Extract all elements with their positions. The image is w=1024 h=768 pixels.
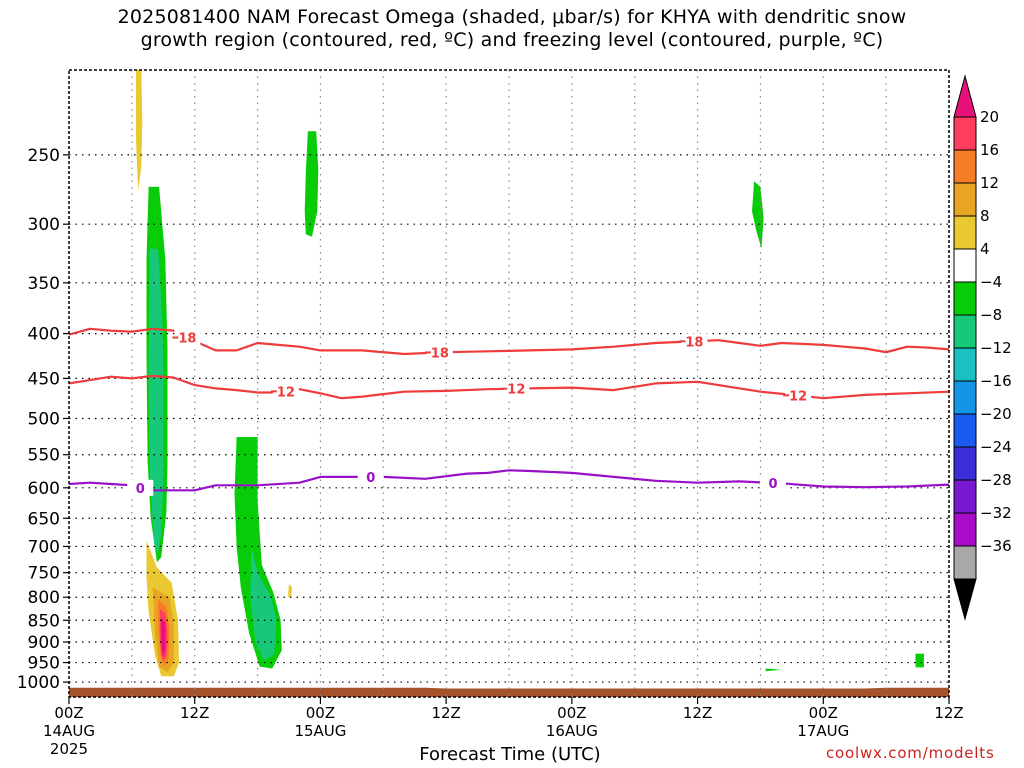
x-tick-label: 12Z xyxy=(934,704,963,722)
contour-label-bg xyxy=(174,329,201,346)
colorbar-box xyxy=(953,545,977,580)
colorbar-bottom-arrow xyxy=(953,578,977,621)
x-tick-date: 14AUG xyxy=(43,722,95,740)
x-tick-label: 00Z xyxy=(306,704,335,722)
x-axis-label: Forecast Time (UTC) xyxy=(419,744,601,765)
contour-label: 12 xyxy=(277,385,295,400)
x-tick-label: 12Z xyxy=(683,704,712,722)
colorbar-box xyxy=(953,116,977,151)
colorbar-label: 4 xyxy=(980,240,990,258)
contour-line xyxy=(69,327,949,356)
colorbar-label: −8 xyxy=(980,306,1002,324)
y-tick-label: 850 xyxy=(28,611,60,631)
colorbar-box xyxy=(953,512,977,547)
x-tick-date: 17AUG xyxy=(797,722,849,740)
colorbar-label: −32 xyxy=(980,504,1012,522)
x-tick-label: 12Z xyxy=(431,704,460,722)
y-tick-label: 250 xyxy=(28,146,60,166)
contour-label: 12 xyxy=(507,383,525,398)
contour-label: 18 xyxy=(431,346,449,361)
y-tick-label: 300 xyxy=(28,215,60,235)
y-tick-label: 1000 xyxy=(17,673,60,693)
colorbar-label: −4 xyxy=(980,273,1002,291)
x-tick-date: 16AUG xyxy=(546,722,598,740)
y-tick-label: 900 xyxy=(28,633,60,653)
omega-region xyxy=(148,248,164,555)
contour-label: 18 xyxy=(685,335,703,350)
y-tick-label: 750 xyxy=(28,564,60,584)
y-tick-label: 400 xyxy=(28,325,60,345)
colorbar-box xyxy=(953,281,977,316)
contour-label: 12 xyxy=(789,389,807,404)
x-tick-label: 00Z xyxy=(809,704,838,722)
y-tick-label: 450 xyxy=(28,369,60,389)
colorbar-label: −12 xyxy=(980,339,1012,357)
contour-label: 0 xyxy=(768,477,777,492)
y-tick-label: 700 xyxy=(28,537,60,557)
contour-label: 18 xyxy=(178,332,196,347)
colorbar-box xyxy=(953,215,977,250)
contour-label-bg xyxy=(681,333,708,350)
y-tick-label: 600 xyxy=(28,479,60,499)
omega-region xyxy=(250,546,277,661)
x-tick-label: 12Z xyxy=(180,704,209,722)
colorbar-box xyxy=(953,380,977,415)
colorbar-label: −28 xyxy=(980,471,1012,489)
x-tick-label: 00Z xyxy=(557,704,586,722)
y-tick-label: 650 xyxy=(28,509,60,529)
colorbar-box xyxy=(953,347,977,382)
colorbar-label: 16 xyxy=(980,141,999,159)
colorbar-label: −36 xyxy=(980,537,1012,555)
colorbar-label: 12 xyxy=(980,174,999,192)
colorbar-label: −20 xyxy=(980,405,1012,423)
omega-positive-region xyxy=(288,583,293,598)
colorbar-box xyxy=(953,182,977,217)
contour-label-bg xyxy=(426,344,453,361)
contour-label-bg xyxy=(503,380,530,397)
y-tick-label: 950 xyxy=(28,654,60,674)
contour-label-bg xyxy=(760,474,786,491)
colorbar-box xyxy=(953,479,977,514)
colorbar-label: 20 xyxy=(980,108,999,126)
omega-region xyxy=(915,653,924,668)
colorbar-label: −24 xyxy=(980,438,1012,456)
colorbar-box xyxy=(953,413,977,448)
contour-label-bg xyxy=(272,383,299,400)
contour-label-bg xyxy=(357,468,384,485)
chart-title-line-1: 2025081400 NAM Forecast Omega (shaded, μ… xyxy=(117,6,907,28)
omega-positive-region xyxy=(136,70,143,192)
x-tick-date: 15AUG xyxy=(294,722,346,740)
contour-label: 0 xyxy=(366,471,375,486)
source-credit: coolwx.com/modelts xyxy=(826,744,995,762)
colorbar-box xyxy=(953,248,977,283)
contour-label-bg xyxy=(785,387,812,404)
omega-region xyxy=(752,181,764,249)
omega-region xyxy=(304,131,319,237)
y-tick-label: 500 xyxy=(28,409,60,429)
colorbar-label: −16 xyxy=(980,372,1012,390)
x-tick-label: 00Z xyxy=(54,704,83,722)
terrain-fill xyxy=(69,687,949,697)
y-tick-label: 350 xyxy=(28,274,60,294)
colorbar-box xyxy=(953,314,977,349)
contour-label: 0 xyxy=(136,482,145,497)
omega-region xyxy=(765,668,782,672)
x-tick-year: 2025 xyxy=(50,740,88,758)
colorbar-label: 8 xyxy=(980,207,990,225)
contour-label-bg xyxy=(127,479,154,496)
omega-positive-region xyxy=(161,618,166,657)
y-tick-label: 550 xyxy=(28,446,60,466)
colorbar-top-arrow xyxy=(953,74,977,118)
contour-line xyxy=(69,374,949,400)
plot-frame xyxy=(68,69,950,698)
colorbar-box xyxy=(953,149,977,184)
chart-title: 2025081400 NAM Forecast Omega (shaded, μ… xyxy=(0,6,1024,52)
y-tick-label: 800 xyxy=(28,588,60,608)
colorbar-box xyxy=(953,446,977,481)
chart-title-line-2: growth region (contoured, red, ºC) and f… xyxy=(140,29,884,51)
